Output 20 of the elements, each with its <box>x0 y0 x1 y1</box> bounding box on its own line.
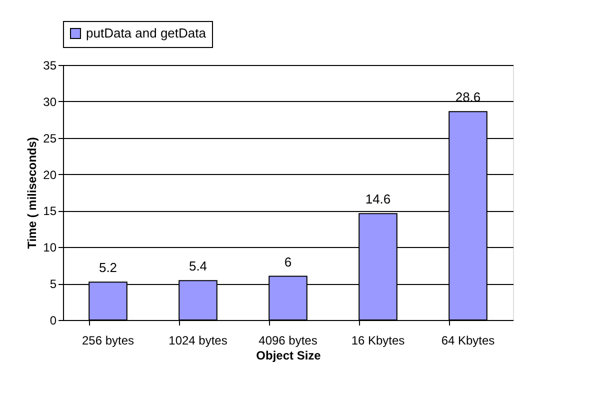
x-axis-title: Object Size <box>256 348 322 362</box>
legend-label: putData and getData <box>86 26 207 40</box>
y-tick-label: 25 <box>43 131 57 146</box>
data-label: 5.2 <box>98 260 118 276</box>
data-label: 6 <box>284 254 292 270</box>
x-tick-label: 256 bytes <box>82 334 134 348</box>
y-tick-label: 10 <box>43 240 57 255</box>
x-tick-label: 1024 bytes <box>168 334 228 348</box>
data-label: 5.4 <box>188 258 208 274</box>
y-tick-label: 5 <box>50 277 57 292</box>
y-tick-label: 15 <box>43 204 57 218</box>
x-tick-label: 16 Kbytes <box>351 334 405 348</box>
y-tick-label: 0 <box>50 314 57 328</box>
y-tick-label: 30 <box>43 94 57 109</box>
data-label: 14.6 <box>365 192 391 207</box>
y-tick-label: 20 <box>43 168 57 182</box>
y-tick-label: 35 <box>43 58 57 72</box>
x-tick-label: 4096 bytes <box>258 334 318 348</box>
y-axis-title: Time ( miliseconds) <box>25 137 40 249</box>
x-tick-label: 64 Kbytes <box>441 334 495 348</box>
